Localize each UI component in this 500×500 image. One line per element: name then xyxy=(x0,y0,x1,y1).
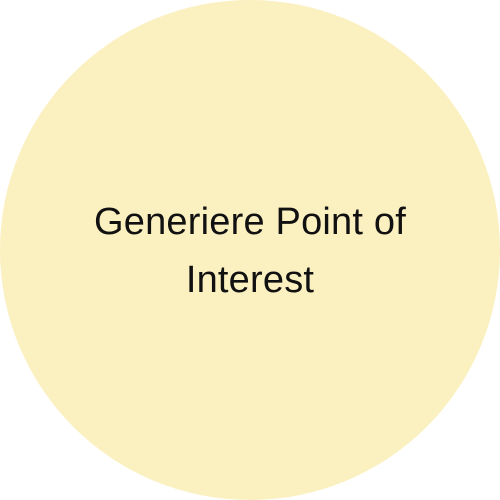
node-label: Generiere Point of Interest xyxy=(94,201,406,301)
